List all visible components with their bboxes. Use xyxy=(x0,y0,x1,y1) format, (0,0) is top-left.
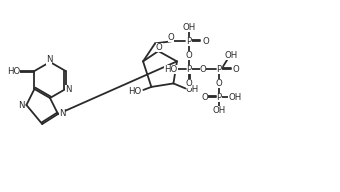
Text: N: N xyxy=(65,84,72,94)
Text: O: O xyxy=(216,79,222,88)
Text: OH: OH xyxy=(183,23,196,32)
Text: O: O xyxy=(156,43,163,52)
Text: HO: HO xyxy=(165,65,178,74)
Text: P: P xyxy=(187,37,192,46)
Text: N: N xyxy=(18,102,25,111)
Text: HO: HO xyxy=(128,87,141,96)
Text: HO: HO xyxy=(7,66,20,75)
Text: P: P xyxy=(217,93,222,102)
Text: O: O xyxy=(203,37,209,46)
Text: OH: OH xyxy=(228,93,242,102)
Text: O: O xyxy=(168,33,174,42)
Text: OH: OH xyxy=(224,51,238,60)
Text: P: P xyxy=(187,65,192,74)
Text: P: P xyxy=(217,65,222,74)
Text: OH: OH xyxy=(212,106,226,115)
Text: OH: OH xyxy=(186,85,199,94)
Text: N: N xyxy=(59,109,65,118)
Text: O: O xyxy=(233,65,239,74)
Text: O: O xyxy=(186,51,192,60)
Text: O: O xyxy=(200,65,206,74)
Text: N: N xyxy=(46,55,52,65)
Text: O: O xyxy=(186,79,192,88)
Text: O: O xyxy=(202,93,208,102)
